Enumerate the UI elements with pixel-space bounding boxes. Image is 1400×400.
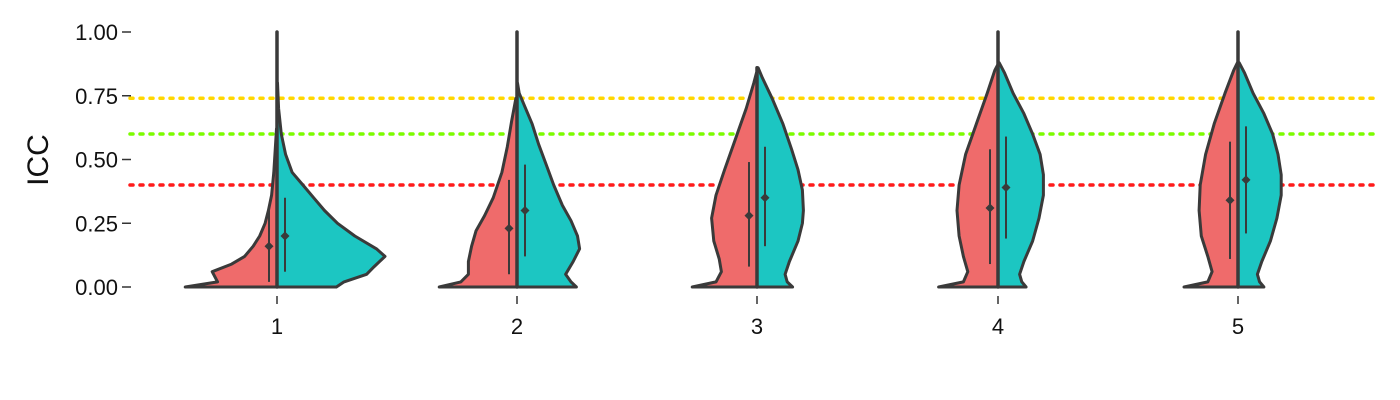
x-tick-label-3: 3 [751,314,763,339]
y-tick-label-1: 0.25 [75,211,118,236]
y-axis: 0.00 0.25 0.50 0.75 1.00 [75,20,131,300]
mean-point-left-2 [504,223,514,233]
violin-half-right-5 [1236,61,1283,289]
violin-half-left-1 [183,127,279,289]
y-tick-label-3: 0.75 [75,84,118,109]
x-tick-label-4: 4 [992,314,1004,339]
x-axis: 1 2 3 4 5 [271,296,1244,339]
violin-group-3 [690,65,805,289]
violin-group-4 [937,30,1045,289]
mean-point-left-4 [985,203,995,213]
y-axis-title: ICC [22,134,55,186]
mean-point-right-1 [280,231,290,241]
x-tick-label-5: 5 [1232,314,1244,339]
violins [183,30,1283,289]
violin-group-1 [183,30,387,289]
mean-point-left-5 [1225,195,1235,205]
mean-point-right-5 [1241,175,1251,185]
violin-half-left-3 [690,71,759,289]
violin-half-left-5 [1182,61,1240,289]
x-tick-label-1: 1 [271,314,283,339]
x-tick-label-2: 2 [511,314,523,339]
mean-point-right-2 [520,206,530,215]
violin-group-5 [1182,30,1283,289]
violin-half-right-3 [755,66,805,289]
violin-half-right-4 [996,61,1045,289]
mean-point-right-3 [760,193,770,203]
reference-lines [128,96,1382,187]
y-tick-label-4: 1.00 [75,20,118,45]
mean-point-left-3 [744,211,754,221]
y-tick-label-0: 0.00 [75,275,118,300]
y-tick-label-2: 0.50 [75,148,118,173]
violin-half-left-2 [437,96,519,289]
mean-point-right-4 [1001,183,1011,193]
mean-point-left-1 [264,241,274,251]
violin-half-right-2 [515,81,582,289]
violin-group-2 [437,30,582,289]
